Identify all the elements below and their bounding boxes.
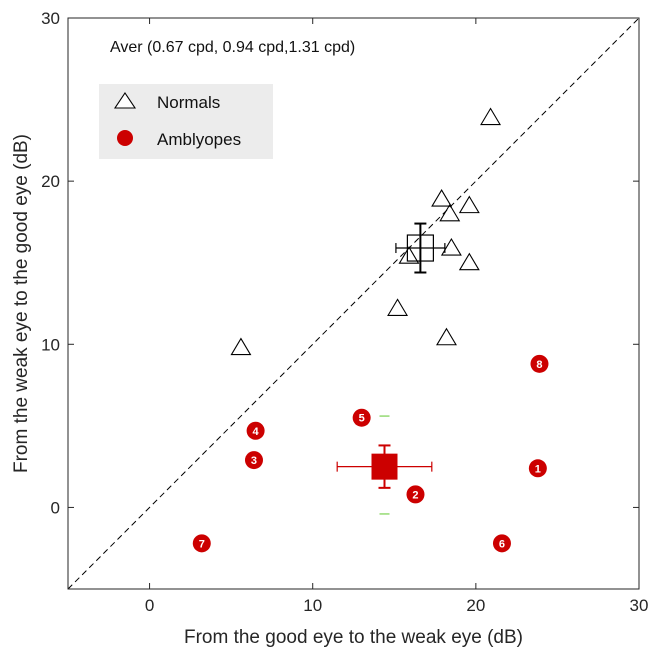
- y-tick-label: 10: [41, 335, 60, 354]
- amblyope-point-circle: [406, 485, 425, 504]
- x-tick-label: 0: [145, 596, 154, 615]
- x-tick-label: 20: [466, 596, 485, 615]
- amblyope-point-circle: [492, 534, 511, 553]
- normal-point-triangle: [439, 203, 461, 222]
- amblyope-point-circle: [192, 534, 211, 553]
- y-tick-label: 20: [41, 172, 60, 191]
- normal-point-triangle: [436, 327, 457, 346]
- x-tick-label: 10: [303, 596, 322, 615]
- amblyope-point-label: 6: [499, 538, 505, 550]
- normal-point-triangle: [458, 252, 480, 271]
- legend-label-amblyopes: Amblyopes: [157, 130, 241, 149]
- amblyope-point-label: 3: [251, 455, 257, 467]
- normal-point-triangle: [431, 189, 453, 207]
- amblyope-point-label: 5: [359, 413, 365, 425]
- normal-point-triangle: [440, 237, 462, 256]
- legend-box: [99, 84, 273, 159]
- chart-annotation: Aver (0.67 cpd, 0.94 cpd,1.31 cpd): [110, 39, 355, 56]
- x-axis-label: From the good eye to the weak eye (dB): [184, 627, 523, 648]
- normal-mean-square: [406, 234, 434, 262]
- legend-circle-icon: [117, 130, 133, 146]
- normal-point-triangle: [480, 107, 502, 126]
- normal-point-triangle: [387, 298, 409, 316]
- x-tick-label: 30: [630, 596, 649, 615]
- amblyope-point-label: 1: [535, 463, 541, 475]
- y-tick-label: 0: [51, 498, 60, 517]
- amblyope-point-circle: [352, 408, 371, 427]
- y-axis-label: From the weak eye to the good eye (dB): [11, 134, 32, 473]
- legend-label-normals: Normals: [157, 93, 220, 112]
- normal-point-triangle: [230, 337, 252, 356]
- amblyope-point-circle: [530, 354, 549, 373]
- plot-frame: [67, 17, 640, 590]
- normal-point-triangle: [458, 195, 480, 214]
- normal-point-triangle: [398, 246, 420, 264]
- y-tick-label: 30: [41, 9, 60, 28]
- reference-diagonal-line: [67, 17, 640, 590]
- amblyope-point-label: 8: [536, 359, 542, 371]
- legend-triangle-icon: [113, 92, 137, 109]
- amblyope-point-label: 7: [199, 538, 205, 550]
- amblyope-mean-square: [371, 453, 398, 480]
- amblyope-point-label: 4: [253, 426, 260, 438]
- amblyope-point-circle: [244, 451, 263, 470]
- amblyope-point-circle: [528, 459, 547, 478]
- legend: Normals Amblyopes: [99, 84, 273, 159]
- amblyope-point-label: 2: [412, 489, 418, 501]
- amblyope-point-circle: [246, 421, 265, 440]
